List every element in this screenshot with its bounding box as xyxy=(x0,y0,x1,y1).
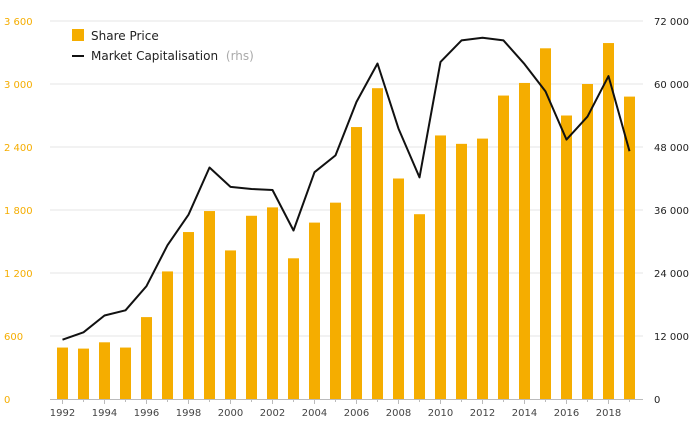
x-axis-ticks: 1992 1994 1996 1998 2000 2002 2004 2006 2008 2010… xyxy=(50,399,630,419)
share-price-bar xyxy=(141,317,152,399)
share-price-bar xyxy=(204,211,215,399)
right-tick-label: 0 xyxy=(654,395,660,406)
left-tick-label: 3 600 xyxy=(4,17,33,28)
share-price-bar xyxy=(120,347,131,399)
x-tick-label: 2004 xyxy=(302,408,327,419)
share-price-bar xyxy=(477,138,488,399)
x-tick-label: 2008 xyxy=(386,408,411,419)
right-tick-label: 12 000 xyxy=(654,332,689,343)
x-tick-label: 2006 xyxy=(344,408,369,419)
right-tick-label: 60 000 xyxy=(654,80,689,91)
right-tick-label: 72 000 xyxy=(654,17,689,28)
share-price-bar xyxy=(372,88,383,399)
legend-share-price-swatch xyxy=(72,29,84,41)
share-price-bar xyxy=(393,178,404,399)
right-tick-label: 24 000 xyxy=(654,269,689,280)
x-tick-label: 1992 xyxy=(50,408,75,419)
left-tick-label: 2 400 xyxy=(4,143,33,154)
x-tick-label: 2012 xyxy=(470,408,495,419)
share-price-bar xyxy=(225,250,236,399)
legend-market-cap-name: Market Capitalisation xyxy=(91,49,218,63)
share-price-bar xyxy=(330,202,341,399)
x-tick-label: 1994 xyxy=(92,408,117,419)
share-price-bars xyxy=(57,43,635,400)
legend: Share Price Market Capitalisation (rhs) xyxy=(72,29,254,63)
legend-share-price-label: Share Price xyxy=(91,29,159,43)
market-cap-line xyxy=(62,36,631,341)
share-price-bar xyxy=(267,207,278,399)
share-price-bar xyxy=(99,342,110,399)
share-price-bar xyxy=(183,232,194,399)
share-price-bar xyxy=(624,96,635,399)
share-price-bar xyxy=(57,347,68,399)
x-tick-label: 1998 xyxy=(176,408,201,419)
left-tick-label: 1 200 xyxy=(4,269,33,280)
x-tick-label: 2002 xyxy=(260,408,285,419)
left-tick-label: 3 000 xyxy=(4,80,33,91)
right-tick-label: 36 000 xyxy=(654,206,689,217)
share-price-bar xyxy=(288,258,299,399)
share-price-bar xyxy=(435,135,446,399)
share-price-bar xyxy=(582,84,593,399)
share-price-bar xyxy=(78,348,89,399)
x-tick-label: 2018 xyxy=(596,408,621,419)
x-tick-label: 1996 xyxy=(134,408,159,419)
gridlines xyxy=(50,20,643,337)
x-tick-label: 2014 xyxy=(512,408,537,419)
share-price-bar xyxy=(603,43,614,400)
share-price-bar xyxy=(351,127,362,400)
left-tick-label: 1 800 xyxy=(4,206,33,217)
left-axis-ticks: 0 600 1 200 1 800 2 400 3 000 3 600 xyxy=(4,17,33,406)
share-price-bar xyxy=(162,271,173,399)
share-price-bar xyxy=(561,115,572,399)
share-price-bar xyxy=(309,222,320,399)
share-price-bar xyxy=(414,214,425,399)
legend-market-cap-label: Market Capitalisation (rhs) xyxy=(91,49,254,63)
x-tick-label: 2000 xyxy=(218,408,243,419)
share-price-bar xyxy=(540,48,551,400)
share-price-bar xyxy=(246,215,257,399)
right-tick-label: 48 000 xyxy=(654,143,689,154)
left-tick-label: 0 xyxy=(4,395,10,406)
legend-market-cap-suffix: (rhs) xyxy=(226,49,254,63)
right-axis-ticks: 0 12 000 24 000 36 000 48 000 60 000 72 000 xyxy=(654,17,689,406)
x-tick-label: 2016 xyxy=(554,408,579,419)
share-price-bar xyxy=(519,82,530,399)
left-tick-label: 600 xyxy=(4,332,23,343)
x-tick-label: 2010 xyxy=(428,408,453,419)
share-price-bar xyxy=(456,143,467,399)
share-price-bar xyxy=(498,95,509,400)
